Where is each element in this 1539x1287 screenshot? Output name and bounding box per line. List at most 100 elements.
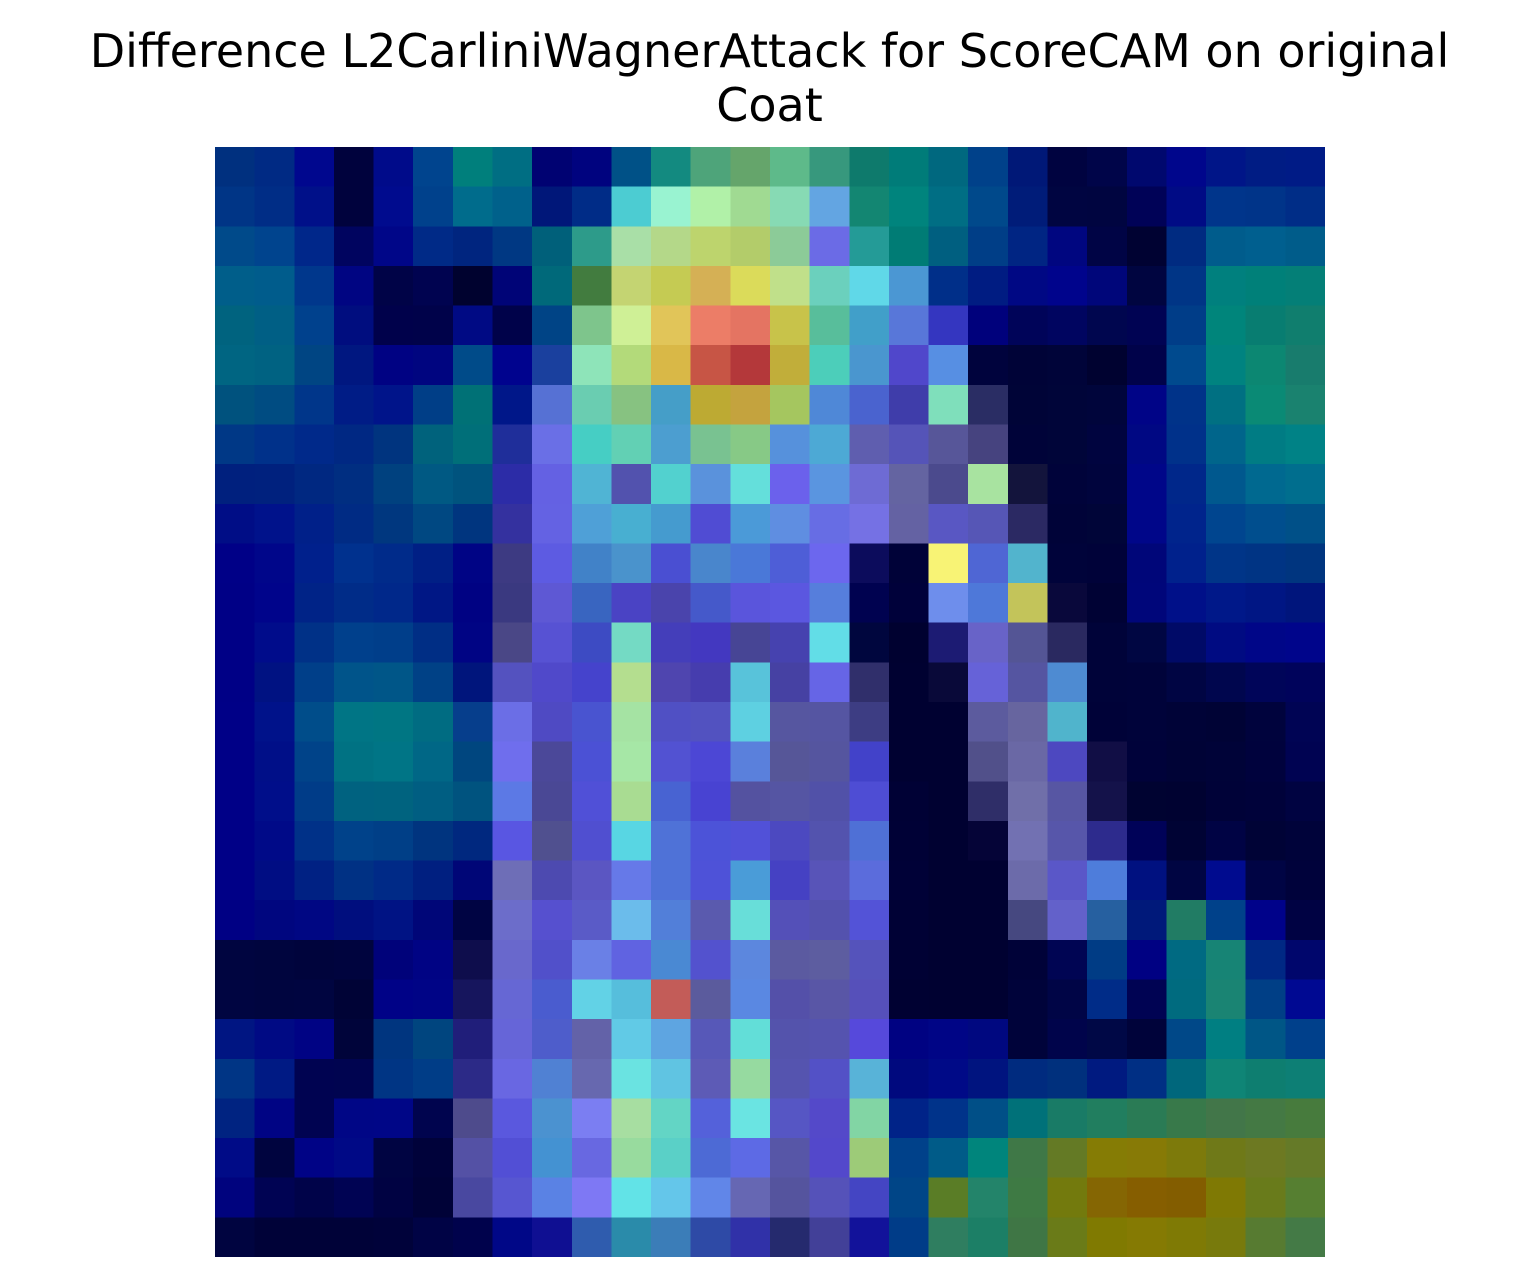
heatmap-cell xyxy=(215,503,256,545)
heatmap-cell xyxy=(532,305,573,346)
heatmap-cell xyxy=(1166,1058,1207,1100)
heatmap-cell xyxy=(770,820,811,862)
heatmap-cell xyxy=(333,781,375,822)
heatmap-cell xyxy=(968,384,1009,426)
heatmap-cell xyxy=(849,305,890,346)
heatmap-cell xyxy=(690,741,731,782)
heatmap-cell xyxy=(730,186,771,227)
heatmap-cell xyxy=(254,939,295,981)
heatmap-cell xyxy=(492,226,533,267)
heatmap-cell xyxy=(294,345,335,386)
heatmap-cell xyxy=(413,503,454,545)
heatmap-cell xyxy=(333,939,375,981)
heatmap-cell xyxy=(928,820,969,862)
heatmap-cell xyxy=(1166,1177,1207,1218)
heatmap-cell xyxy=(690,820,731,862)
heatmap-cell xyxy=(294,424,335,465)
heatmap-cell xyxy=(651,939,692,981)
heatmap-cell xyxy=(611,781,652,822)
heatmap-cell xyxy=(1126,543,1168,584)
heatmap-cell xyxy=(849,900,890,941)
heatmap-cell xyxy=(809,503,850,545)
heatmap-cell xyxy=(333,820,375,862)
heatmap-cell xyxy=(611,503,652,545)
heatmap-cell xyxy=(254,781,295,822)
heatmap-cell xyxy=(730,265,771,307)
heatmap-cell xyxy=(611,939,652,981)
heatmap-cell xyxy=(651,147,692,188)
heatmap-cell xyxy=(1126,820,1168,862)
heatmap-cell xyxy=(492,265,533,307)
heatmap-cell xyxy=(888,1177,930,1218)
heatmap-cell xyxy=(968,265,1009,307)
heatmap-cell xyxy=(690,1019,731,1060)
heatmap-cell xyxy=(1047,860,1088,901)
heatmap-cell xyxy=(1285,226,1325,267)
heatmap-cell xyxy=(1007,503,1049,545)
heatmap-cell xyxy=(1047,305,1088,346)
heatmap-cell xyxy=(215,384,256,426)
heatmap-cell xyxy=(888,781,930,822)
heatmap-cell xyxy=(928,345,969,386)
heatmap-cell xyxy=(849,503,890,545)
heatmap-cell xyxy=(1087,781,1128,822)
heatmap-cell xyxy=(888,305,930,346)
heatmap-cell xyxy=(532,503,573,545)
heatmap-cell xyxy=(215,265,256,307)
heatmap-cell xyxy=(730,702,771,743)
heatmap-cell xyxy=(254,464,295,505)
heatmap-cell xyxy=(611,186,652,227)
heatmap-cell xyxy=(1285,781,1325,822)
heatmap-cell xyxy=(532,543,573,584)
heatmap-cell xyxy=(333,1217,375,1257)
heatmap-cell xyxy=(651,1058,692,1100)
heatmap-cell xyxy=(1166,1138,1207,1179)
heatmap-cell xyxy=(492,622,533,663)
heatmap-cell xyxy=(215,186,256,227)
heatmap-cell xyxy=(1087,1058,1128,1100)
heatmap-cell xyxy=(849,741,890,782)
heatmap-cell xyxy=(1245,345,1286,386)
heatmap-cell xyxy=(413,1177,454,1218)
heatmap-cell xyxy=(651,1217,692,1257)
heatmap-cell xyxy=(413,305,454,346)
heatmap-cell xyxy=(413,1098,454,1139)
heatmap-cell xyxy=(928,464,969,505)
heatmap-cell xyxy=(1007,900,1049,941)
heatmap-cell xyxy=(532,979,573,1020)
heatmap-cell xyxy=(571,979,613,1020)
heatmap-cell xyxy=(1166,305,1207,346)
heatmap-cell xyxy=(254,820,295,862)
heatmap-cell xyxy=(651,1098,692,1139)
heatmap-cell xyxy=(968,1058,1009,1100)
heatmap-cell xyxy=(1087,305,1128,346)
heatmap-cell xyxy=(294,305,335,346)
heatmap-cell xyxy=(1126,186,1168,227)
heatmap-cell xyxy=(1285,820,1325,862)
heatmap-cell xyxy=(1126,979,1168,1020)
heatmap-cell xyxy=(333,1058,375,1100)
heatmap-cell xyxy=(888,543,930,584)
heatmap-cell xyxy=(452,424,494,465)
heatmap-cell xyxy=(413,820,454,862)
heatmap-cell xyxy=(849,781,890,822)
heatmap-cell xyxy=(1087,939,1128,981)
heatmap-cell xyxy=(730,1019,771,1060)
heatmap-cell xyxy=(373,226,414,267)
heatmap-cell xyxy=(294,1058,335,1100)
heatmap-cell xyxy=(254,265,295,307)
heatmap-cell xyxy=(571,622,613,663)
heatmap-cell xyxy=(1126,1138,1168,1179)
heatmap-cell xyxy=(1007,741,1049,782)
heatmap-cell xyxy=(492,424,533,465)
heatmap-cell xyxy=(1166,860,1207,901)
heatmap-cell xyxy=(333,583,375,624)
heatmap-cell xyxy=(532,702,573,743)
heatmap-cell xyxy=(215,939,256,981)
heatmap-cell xyxy=(1007,820,1049,862)
heatmap-cell xyxy=(809,305,850,346)
heatmap-cell xyxy=(452,305,494,346)
heatmap-cell xyxy=(968,781,1009,822)
heatmap-cell xyxy=(888,979,930,1020)
heatmap-cell xyxy=(1285,1217,1325,1257)
